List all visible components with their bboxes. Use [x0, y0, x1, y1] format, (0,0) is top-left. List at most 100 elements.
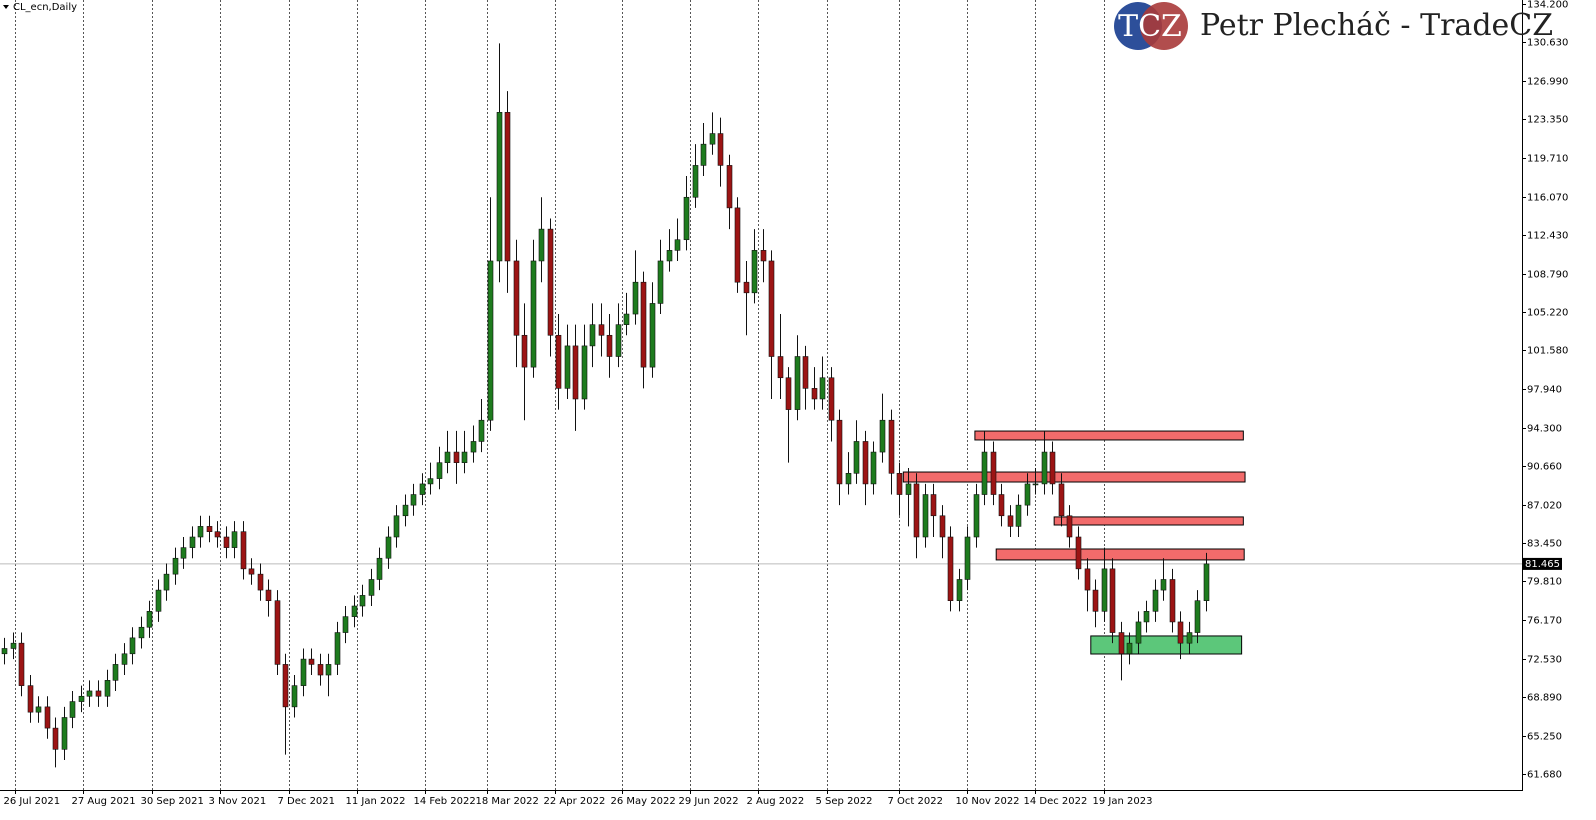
candle-body: [282, 664, 289, 708]
candle-body: [44, 706, 51, 729]
candle-body: [86, 690, 93, 697]
candle-body: [572, 345, 579, 400]
candle-body: [896, 472, 903, 495]
candle-body: [640, 281, 647, 368]
x-tick-label: 19 Jan 2023: [1093, 796, 1153, 807]
candle-body: [598, 324, 605, 336]
x-tick-label: 3 Nov 2021: [209, 796, 267, 807]
candle-body: [785, 377, 792, 410]
candle-body: [1075, 536, 1082, 570]
candle-body: [538, 228, 545, 262]
candle-body: [709, 133, 716, 145]
x-tick-label: 14 Dec 2022: [1024, 796, 1088, 807]
candle-body: [1032, 483, 1039, 486]
y-tick-label: 123.350: [1527, 115, 1568, 126]
y-tick-label: 72.530: [1527, 655, 1562, 666]
candle-body: [69, 701, 76, 718]
candle-body: [913, 483, 920, 538]
candle-body: [35, 706, 42, 713]
x-tick-label: 2 Aug 2022: [747, 796, 805, 807]
candle-body: [530, 260, 537, 368]
candle-body: [606, 334, 613, 357]
candle-body: [376, 557, 383, 580]
candle-body: [734, 207, 741, 283]
candle-body: [248, 568, 255, 575]
x-tick-label: 26 Jul 2021: [4, 796, 61, 807]
candle-body: [180, 547, 187, 559]
candle-body: [1058, 483, 1065, 517]
candle-body: [666, 250, 673, 262]
candle-body: [129, 637, 136, 655]
candle-body: [819, 377, 826, 400]
candle-body: [981, 451, 988, 495]
x-tick-label: 26 May 2022: [611, 796, 676, 807]
candle-body: [419, 483, 426, 495]
candle-body: [794, 356, 801, 410]
candle-body: [888, 419, 895, 474]
candle-body: [461, 451, 468, 463]
zone: [995, 548, 1245, 561]
candle-body: [998, 494, 1005, 517]
candle-body: [649, 303, 656, 368]
candle-body: [1049, 451, 1056, 485]
candle-body: [1160, 579, 1167, 591]
candle-body: [436, 462, 443, 479]
candle-body: [1135, 621, 1142, 644]
candle-body: [751, 250, 758, 294]
y-tick-label: 119.710: [1527, 154, 1568, 165]
x-tick-label: 7 Dec 2021: [278, 796, 336, 807]
logo-text: TCZ: [1118, 9, 1182, 44]
y-tick-label: 97.940: [1527, 385, 1562, 396]
candle-body: [393, 515, 400, 538]
menu-arrow: [3, 5, 9, 9]
y-tick-label: 112.430: [1527, 231, 1568, 242]
candle-body: [973, 494, 980, 538]
candle-body: [811, 388, 818, 400]
y-tick-label: 134.200: [1527, 0, 1568, 11]
candle-body: [879, 419, 886, 453]
candle-body: [1109, 568, 1116, 633]
logo-circle: [1140, 2, 1188, 50]
candle-body: [410, 494, 417, 506]
candle-body: [470, 441, 477, 453]
candle-body: [10, 642, 17, 649]
candle-body: [623, 313, 630, 325]
candle-body: [674, 239, 681, 251]
candle-body: [1143, 611, 1150, 623]
candle-body: [564, 345, 571, 389]
y-tick-label: 61.680: [1527, 770, 1562, 781]
candle-body: [172, 557, 179, 575]
x-tick-label: 7 Oct 2022: [888, 796, 943, 807]
zone: [902, 471, 1246, 483]
y-tick-label: 101.580: [1527, 346, 1568, 357]
candle-body: [862, 441, 869, 485]
candle-body: [291, 685, 298, 708]
candle-body: [1101, 568, 1108, 612]
candle-body: [27, 685, 34, 713]
x-tick-label: 5 Sep 2022: [816, 796, 873, 807]
candle-body: [265, 589, 272, 602]
candle-body: [334, 632, 341, 665]
plot-area: [0, 0, 1522, 790]
candle-body: [504, 112, 511, 262]
candle-body: [368, 579, 375, 596]
candle-body: [1203, 563, 1210, 602]
candle-body: [692, 165, 699, 198]
zone: [1090, 635, 1243, 655]
candle-body: [1041, 451, 1048, 485]
candle-body: [146, 611, 153, 628]
candle-body: [1015, 504, 1022, 527]
candle-body: [700, 143, 707, 166]
candle-body: [589, 324, 596, 347]
candle-body: [121, 653, 128, 665]
candle-body: [939, 515, 946, 538]
candle-body: [453, 451, 460, 463]
candle-body: [444, 451, 451, 463]
candle-body: [726, 165, 733, 209]
candle-body: [308, 658, 315, 665]
candle-body: [1186, 632, 1193, 644]
y-tick-label: 79.810: [1527, 577, 1562, 588]
chart-title: CL_ecn,Daily: [13, 2, 77, 13]
candle-body: [274, 600, 281, 665]
candle-body: [845, 472, 852, 485]
